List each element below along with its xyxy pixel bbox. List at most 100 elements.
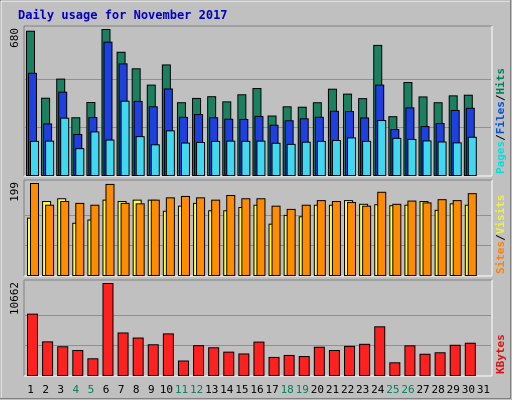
legend-item: / — [494, 94, 507, 101]
bar-sites-9 — [150, 199, 160, 276]
x-tick-label: 17 — [265, 383, 278, 396]
x-tick-label: 31 — [477, 383, 490, 396]
bar-kbytes-2 — [42, 341, 54, 376]
x-tick-label: 16 — [250, 383, 263, 396]
bar-sites-13 — [211, 199, 221, 276]
x-tick-label: 7 — [118, 383, 125, 396]
legend-item: Files — [494, 101, 507, 134]
x-tick-label: 21 — [326, 383, 339, 396]
bar-pages-20 — [316, 140, 326, 177]
bar-kbytes-17 — [268, 356, 280, 377]
bar-sites-17 — [271, 205, 281, 276]
bar-sites-2 — [45, 204, 55, 276]
legend-item: Sites — [494, 241, 507, 274]
bar-kbytes-7 — [117, 332, 129, 377]
bar-kbytes-30 — [464, 342, 476, 377]
legend-item: / — [494, 134, 507, 141]
bar-kbytes-19 — [298, 356, 310, 376]
bar-kbytes-25 — [389, 362, 401, 376]
legend-item: Pages — [494, 141, 507, 174]
bar-pages-7 — [120, 100, 130, 176]
bar-sites-16 — [256, 198, 266, 277]
bar-sites-15 — [241, 198, 251, 277]
x-tick-label: 20 — [311, 383, 324, 396]
bar-kbytes-5 — [87, 358, 99, 377]
bar-pages-2 — [45, 140, 55, 177]
bar-sites-23 — [362, 205, 372, 276]
bar-pages-6 — [105, 139, 115, 177]
legend-item: Visits — [494, 195, 507, 235]
bar-sites-21 — [331, 201, 341, 276]
bar-sites-18 — [286, 208, 296, 276]
bar-kbytes-21 — [328, 350, 340, 377]
bar-pages-11 — [180, 142, 190, 176]
bar-pages-4 — [75, 148, 85, 176]
y-max-label: 680 — [8, 28, 21, 48]
bar-kbytes-12 — [193, 345, 205, 376]
x-tick-label: 11 — [175, 383, 188, 396]
x-tick-label: 5 — [88, 383, 95, 396]
x-tick-label: 15 — [235, 383, 248, 396]
x-tick-label: 19 — [296, 383, 309, 396]
bar-sites-28 — [437, 199, 447, 276]
bar-sites-8 — [135, 203, 145, 276]
x-tick-label: 24 — [371, 383, 385, 396]
bar-sites-1 — [30, 183, 39, 276]
bar-pages-10 — [165, 130, 175, 176]
x-tick-label: 9 — [148, 383, 155, 396]
x-tick-label: 26 — [401, 383, 414, 396]
x-tick-label: 3 — [57, 383, 64, 396]
bar-pages-3 — [60, 117, 70, 176]
bar-kbytes-18 — [283, 354, 295, 377]
bar-pages-9 — [150, 144, 160, 176]
bar-kbytes-10 — [162, 333, 174, 377]
bar-pages-12 — [196, 141, 206, 176]
bar-sites-22 — [347, 201, 357, 276]
bar-sites-4 — [75, 202, 85, 276]
bar-pages-27 — [422, 140, 432, 177]
x-tick-label: 29 — [447, 383, 460, 396]
chart-panels: 680Pages/Files/Hits199Sites/Visits10662K… — [8, 25, 507, 377]
bar-kbytes-15 — [238, 353, 250, 377]
bar-kbytes-3 — [57, 346, 69, 376]
bar-sites-29 — [452, 200, 462, 276]
bar-pages-19 — [301, 141, 311, 176]
panel-visits-sites: 199 Sites/Visits — [8, 179, 507, 277]
bar-sites-30 — [467, 193, 477, 276]
bar-pages-13 — [211, 140, 221, 177]
x-tick-label: 2 — [42, 383, 49, 396]
bar-kbytes-13 — [208, 347, 220, 376]
x-tick-label: 30 — [462, 383, 475, 396]
bar-pages-25 — [392, 137, 402, 176]
panel-kbytes: 10662 KBytes — [8, 279, 507, 377]
x-tick-label: 10 — [160, 383, 173, 396]
bar-sites-12 — [196, 197, 206, 277]
bar-kbytes-24 — [374, 326, 386, 376]
legend-item: KBytes — [494, 334, 507, 374]
x-tick-label: 12 — [190, 383, 203, 396]
bar-pages-28 — [437, 141, 447, 177]
x-tick-label: 22 — [341, 383, 354, 396]
x-tick-label: 13 — [205, 383, 218, 396]
bar-sites-20 — [316, 200, 326, 276]
bar-sites-19 — [301, 204, 311, 276]
x-tick-label: 18 — [281, 383, 294, 396]
bar-kbytes-9 — [147, 344, 159, 377]
bar-pages-29 — [452, 142, 462, 176]
bar-sites-26 — [407, 200, 417, 276]
bar-kbytes-14 — [223, 351, 235, 376]
bar-pages-30 — [467, 136, 477, 176]
x-tick-label: 4 — [73, 383, 80, 396]
bar-sites-27 — [422, 202, 432, 276]
bar-sites-5 — [90, 204, 100, 276]
x-tick-label: 28 — [432, 383, 445, 396]
bar-pages-23 — [362, 140, 372, 177]
legend-item: Hits — [494, 68, 507, 95]
bar-kbytes-23 — [359, 343, 371, 377]
bar-kbytes-26 — [404, 345, 416, 377]
x-tick-label: 1 — [27, 383, 34, 396]
bar-sites-6 — [105, 183, 115, 276]
bar-pages-24 — [377, 120, 387, 176]
